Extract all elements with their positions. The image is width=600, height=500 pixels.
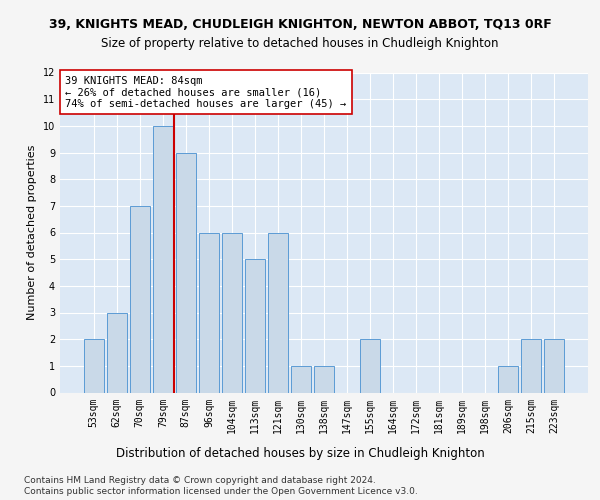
Text: Contains public sector information licensed under the Open Government Licence v3: Contains public sector information licen…	[24, 488, 418, 496]
Text: Distribution of detached houses by size in Chudleigh Knighton: Distribution of detached houses by size …	[116, 448, 484, 460]
Text: 39, KNIGHTS MEAD, CHUDLEIGH KNIGHTON, NEWTON ABBOT, TQ13 0RF: 39, KNIGHTS MEAD, CHUDLEIGH KNIGHTON, NE…	[49, 18, 551, 30]
Bar	[544, 339, 564, 392]
Bar	[291, 366, 311, 392]
Text: Size of property relative to detached houses in Chudleigh Knighton: Size of property relative to detached ho…	[101, 38, 499, 51]
Bar	[84, 339, 104, 392]
Bar	[130, 206, 149, 392]
Bar	[199, 232, 218, 392]
Bar	[499, 366, 518, 392]
Bar	[107, 312, 127, 392]
Text: Contains HM Land Registry data © Crown copyright and database right 2024.: Contains HM Land Registry data © Crown c…	[24, 476, 376, 485]
Text: 39 KNIGHTS MEAD: 84sqm
← 26% of detached houses are smaller (16)
74% of semi-det: 39 KNIGHTS MEAD: 84sqm ← 26% of detached…	[65, 76, 347, 109]
Bar	[153, 126, 173, 392]
Bar	[176, 152, 196, 392]
Bar	[222, 232, 242, 392]
Bar	[521, 339, 541, 392]
Bar	[314, 366, 334, 392]
Bar	[245, 259, 265, 392]
Bar	[268, 232, 288, 392]
Bar	[360, 339, 380, 392]
Y-axis label: Number of detached properties: Number of detached properties	[27, 145, 37, 320]
